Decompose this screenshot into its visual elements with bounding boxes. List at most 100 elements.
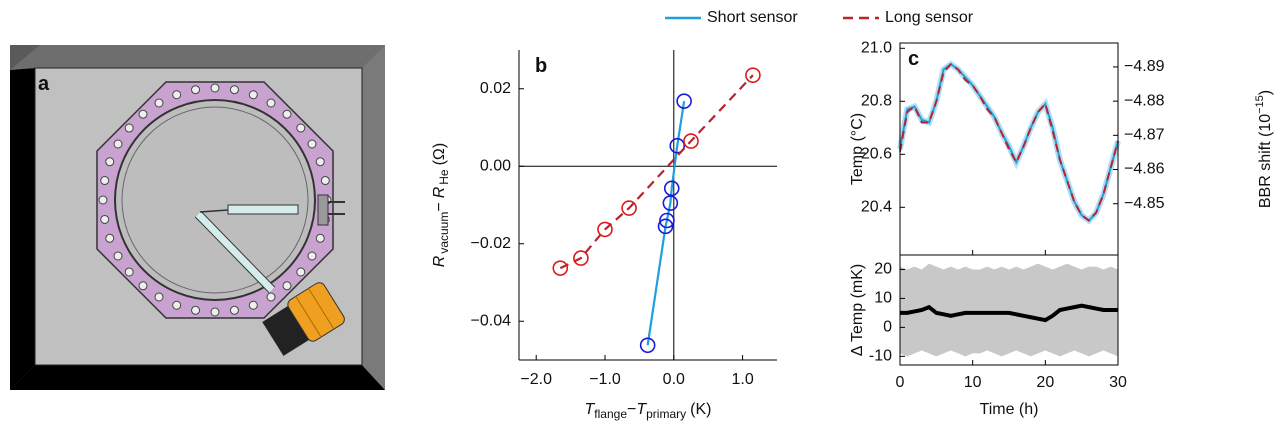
point [663, 180, 680, 197]
uncertainty-band [900, 263, 1118, 357]
x-axis-label: Time (h) [980, 401, 1039, 418]
y-tick-label: 0.00 [480, 157, 511, 174]
x-axis-label-part: T [585, 401, 596, 418]
bolt-hole [105, 157, 115, 167]
box-right [362, 45, 385, 390]
y-tick-label: 0 [883, 319, 892, 336]
point [683, 133, 699, 149]
bolt-hole [266, 98, 276, 108]
bolt-hole [296, 123, 306, 133]
series-line [900, 303, 1118, 323]
y2-tick-label: −4.87 [1124, 127, 1165, 144]
y-axis-label: Δ Temp (mK) [849, 264, 866, 356]
bolt-hole [307, 251, 317, 261]
x-axis-label-part: flange [594, 407, 627, 421]
y-axis-label-part: vacuum [437, 212, 451, 254]
y2-tick-label: −4.88 [1124, 92, 1165, 109]
bolt-hole [282, 109, 292, 119]
feedthrough [317, 194, 329, 226]
connector-body [262, 306, 309, 356]
y-tick-label: −0.04 [471, 312, 512, 329]
bolt-hole [98, 195, 108, 205]
y-tick-label: −0.02 [471, 235, 512, 252]
bolt-hole [124, 267, 134, 277]
bolt-hole [296, 267, 306, 277]
bolt-hole [124, 123, 134, 133]
ring-bore [114, 99, 316, 301]
series-halo [897, 60, 1121, 225]
bolt-hole [282, 281, 292, 291]
y-tick-label: 20 [874, 261, 892, 278]
bolt-hole [113, 251, 123, 261]
x-axis-label-part: − [627, 401, 636, 418]
point [669, 137, 686, 154]
point [639, 337, 656, 354]
y2-tick-label: −4.89 [1124, 58, 1165, 75]
panel-label: c [908, 48, 919, 70]
y-tick-label: 10 [874, 290, 892, 307]
bolt-hole [100, 214, 110, 224]
point [573, 250, 589, 266]
y2-axis-label: BBR shift (10−15) [1254, 90, 1274, 208]
y-tick-label: 0.02 [480, 80, 511, 97]
y2-axis-label-part: ) [1257, 90, 1274, 95]
probe-tip [199, 209, 229, 213]
y-tick-label: 21.0 [861, 40, 892, 57]
y2-axis-label-part: BBR shift (10 [1257, 114, 1274, 208]
bolt-hole [320, 176, 330, 186]
y-tick-label: 20.8 [861, 93, 892, 110]
bolt-hole [315, 157, 325, 167]
y-axis-label-part: R [431, 255, 448, 267]
bolt-hole [210, 83, 220, 93]
box-bottom [10, 365, 385, 390]
x-axis-label-part: T [636, 401, 647, 418]
y-tick-label: 20.4 [861, 199, 892, 216]
bolt-hole [154, 98, 164, 108]
panel-label: b [535, 55, 547, 77]
bolt-hole [113, 139, 123, 149]
bolt-hole [191, 305, 201, 315]
legend-label: Long sensor [885, 9, 974, 26]
illustration: a [10, 45, 385, 390]
x-axis-label-part: primary [646, 407, 686, 421]
bolt-hole [191, 85, 201, 95]
bolt-hole [248, 300, 258, 310]
point [552, 260, 569, 276]
connector-cap [287, 282, 345, 342]
point [662, 195, 679, 211]
point [597, 221, 613, 238]
ring-inner [121, 106, 309, 294]
connector [262, 282, 345, 356]
probe-long [195, 211, 275, 293]
bolt-hole [172, 300, 182, 310]
box-top [10, 45, 385, 70]
x-tick-label: 0 [896, 374, 905, 391]
y-axis-label-part: R [431, 186, 448, 198]
series-line [899, 62, 1119, 222]
x-tick-label: 10 [964, 374, 982, 391]
point [657, 218, 674, 235]
y-tick-label: -10 [869, 348, 892, 365]
box-left [10, 68, 35, 390]
y-tick-label: 20.6 [861, 146, 892, 163]
x-axis-label: Tflange−Tprimary (K) [585, 401, 712, 421]
bolt-hole [138, 109, 148, 119]
y2-tick-label: −4.85 [1124, 195, 1165, 212]
probe-short [227, 204, 299, 215]
series-line [559, 74, 754, 270]
x-tick-label: −1.0 [589, 371, 621, 388]
x-tick-label: 30 [1109, 374, 1127, 391]
connector-groove [308, 288, 335, 330]
y-axis-label-part: He [437, 169, 451, 185]
point [745, 67, 761, 83]
y2-axis-label-part: −15 [1254, 95, 1266, 114]
bolt-hole [315, 233, 325, 243]
x-tick-label: 1.0 [731, 371, 753, 388]
x-tick-label: 20 [1036, 374, 1054, 391]
point [659, 212, 675, 229]
plot-frame [899, 254, 1119, 366]
point [676, 93, 692, 109]
panel-label: a [38, 73, 50, 95]
